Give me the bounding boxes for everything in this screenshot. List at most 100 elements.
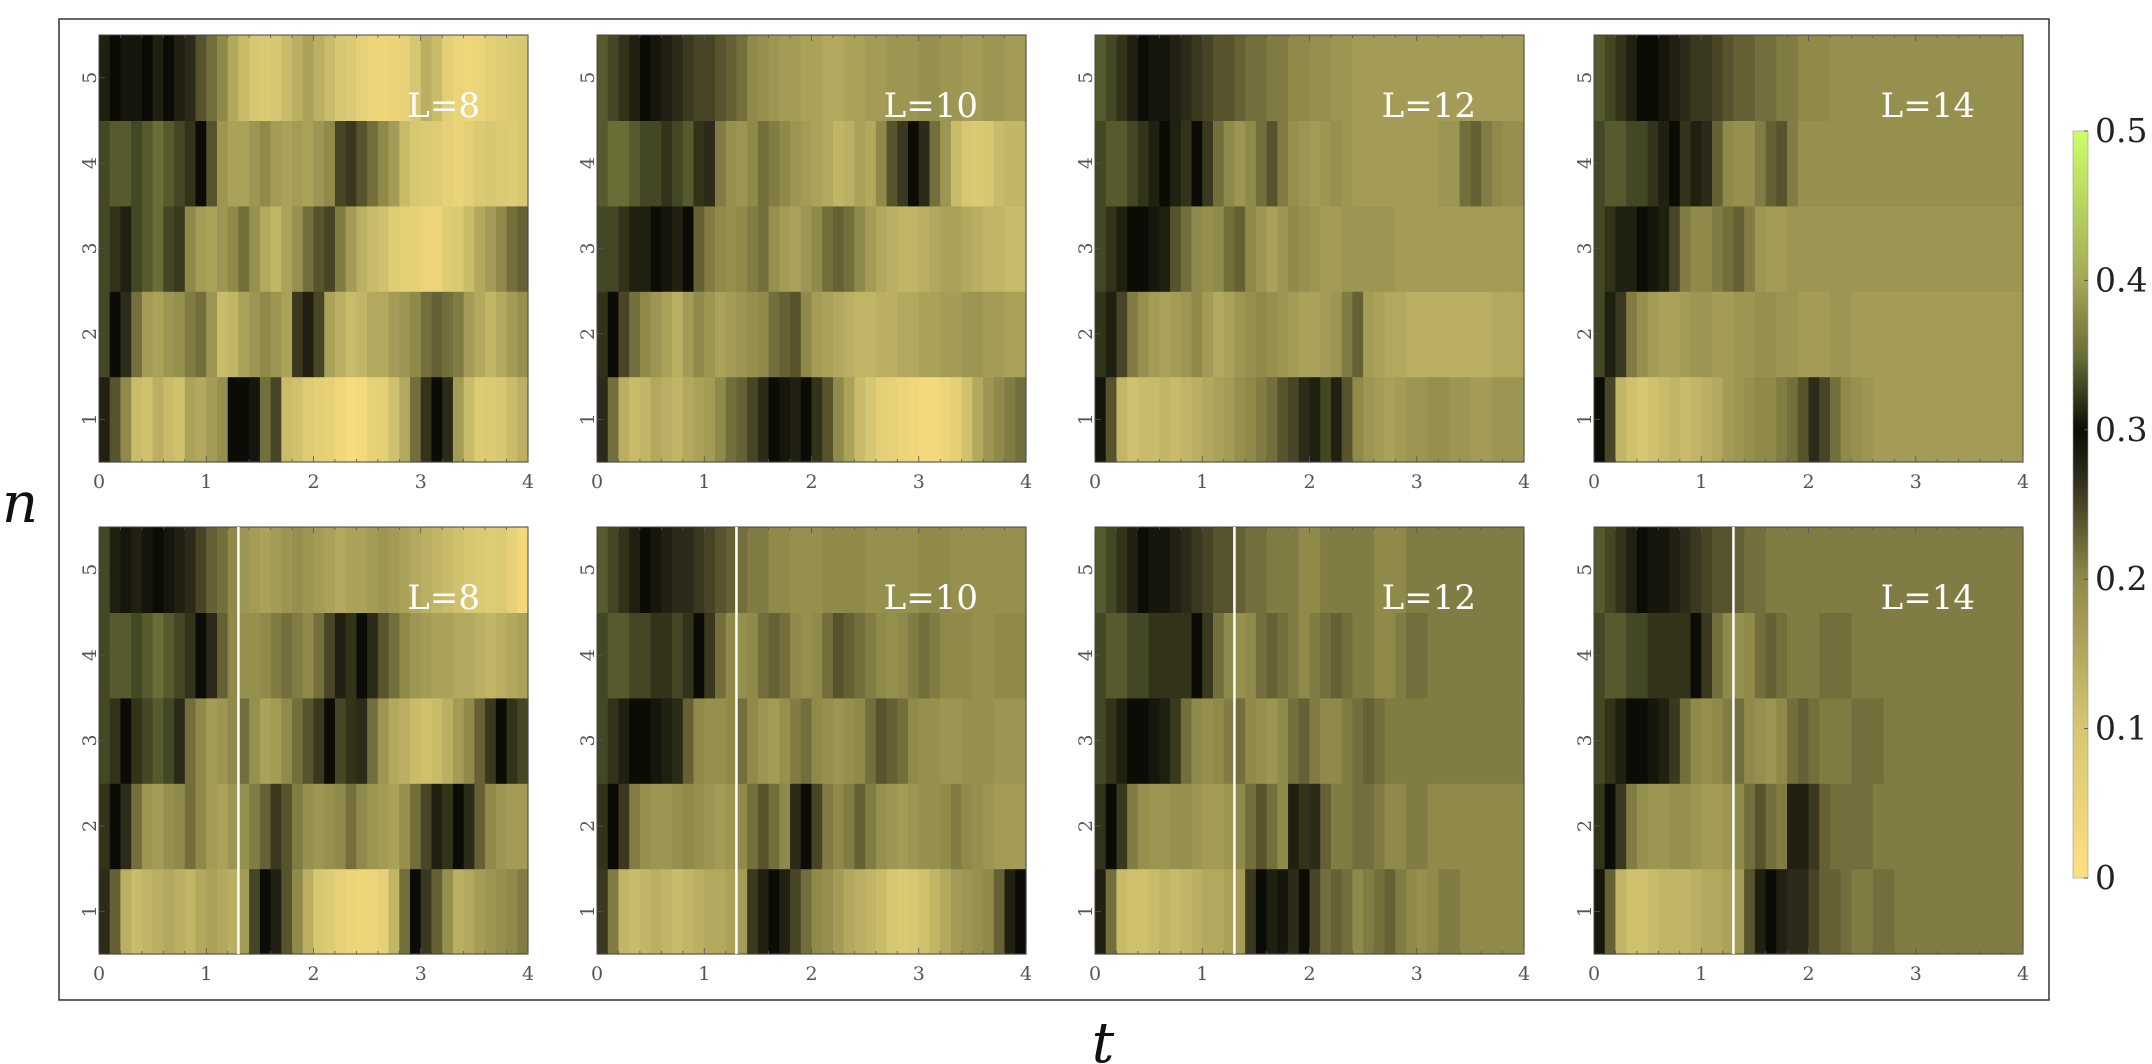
heatmap-cell xyxy=(811,527,823,613)
heatmap-cell xyxy=(184,868,197,955)
heatmap-cell xyxy=(682,868,695,955)
heatmap-cell xyxy=(1015,697,1027,784)
heatmap-cell xyxy=(661,783,673,870)
heatmap-cell xyxy=(2001,376,2013,463)
heatmap-cell xyxy=(270,612,282,699)
heatmap-cell xyxy=(1851,783,1863,870)
heatmap-cell xyxy=(1937,205,1949,292)
y-tick-label: 4 xyxy=(577,649,599,661)
heatmap-cell xyxy=(886,697,898,784)
heatmap-cell xyxy=(1298,527,1311,613)
heatmap-cell xyxy=(184,376,197,463)
heatmap-cell xyxy=(388,612,400,699)
heatmap-cell xyxy=(993,376,1006,463)
heatmap-cell xyxy=(972,35,984,121)
heatmap-cell xyxy=(1438,783,1450,870)
heatmap-cell xyxy=(1416,35,1429,121)
heatmap-cell xyxy=(1647,783,1659,870)
heatmap-cell xyxy=(1744,120,1756,207)
heatmap-cell xyxy=(1502,612,1514,699)
heatmap-cell xyxy=(1883,205,1895,292)
heatmap-cell xyxy=(1701,612,1713,699)
heatmap-cell xyxy=(1872,376,1885,463)
heatmap-cell xyxy=(1840,120,1852,207)
heatmap-cell xyxy=(1797,783,1810,870)
x-tick-label: 0 xyxy=(1089,471,1101,493)
heatmap-cell xyxy=(1116,527,1128,613)
heatmap-cell xyxy=(1137,376,1150,463)
x-tick-label: 1 xyxy=(200,471,212,493)
heatmap-cell xyxy=(1776,783,1788,870)
heatmap-cell xyxy=(1202,376,1214,463)
heatmap-cell xyxy=(961,783,973,870)
y-tick-label: 1 xyxy=(1075,413,1097,425)
heatmap-cell xyxy=(714,291,727,378)
heatmap-cell xyxy=(1320,697,1332,784)
heatmap-cell xyxy=(474,868,486,955)
heatmap-cell xyxy=(972,868,984,955)
heatmap-cell xyxy=(259,376,272,463)
heatmap-cell xyxy=(292,697,304,784)
heatmap-cell xyxy=(704,120,716,207)
heatmap-cell xyxy=(1223,868,1236,955)
heatmap-cell xyxy=(1829,527,1842,613)
heatmap-cell xyxy=(1744,612,1756,699)
heatmap-cell xyxy=(1711,868,1724,955)
heatmap-cell xyxy=(1298,376,1311,463)
heatmap-cell xyxy=(1776,35,1788,121)
heatmap-cell xyxy=(811,35,823,121)
heatmap-cell xyxy=(714,205,727,292)
y-tick-label: 2 xyxy=(1075,820,1097,832)
heatmap-cell xyxy=(908,35,920,121)
heatmap-cell xyxy=(1416,697,1429,784)
heatmap-cell xyxy=(854,783,866,870)
heatmap-cell xyxy=(174,612,186,699)
heatmap-cell xyxy=(1669,868,1681,955)
heatmap-cell xyxy=(1958,120,1970,207)
heatmap-cell xyxy=(865,35,877,121)
heatmap-cell xyxy=(629,697,641,784)
heatmap-cell xyxy=(929,120,941,207)
heatmap-cell xyxy=(1448,527,1461,613)
heatmap-cell xyxy=(1894,120,1906,207)
heatmap-cell xyxy=(1829,868,1842,955)
heatmap-cell xyxy=(1872,205,1885,292)
heatmap-cell xyxy=(1373,376,1386,463)
heatmap-cell xyxy=(1384,205,1396,292)
heatmap-cell xyxy=(736,376,748,463)
heatmap-cell xyxy=(1658,205,1670,292)
heatmap-cell xyxy=(249,783,261,870)
heatmap-cell xyxy=(1513,612,1525,699)
heatmap-cell xyxy=(950,291,963,378)
heatmap-cell xyxy=(399,527,411,613)
heatmap-cell xyxy=(345,35,357,121)
heatmap-cell xyxy=(517,527,529,613)
heatmap-cell xyxy=(1615,205,1627,292)
heatmap-cell xyxy=(1341,868,1353,955)
heatmap-cell xyxy=(474,376,486,463)
heatmap-cell xyxy=(725,35,738,121)
heatmap-cell xyxy=(1255,291,1268,378)
heatmap-cell xyxy=(506,291,518,378)
heatmap-cell xyxy=(1701,527,1713,613)
heatmap-cell xyxy=(1416,527,1429,613)
heatmap-cell xyxy=(768,291,780,378)
heatmap-cell xyxy=(1373,527,1386,613)
heatmap-cell xyxy=(757,291,770,378)
heatmap-cell xyxy=(1202,35,1214,121)
heatmap-cell xyxy=(442,783,454,870)
heatmap-cell xyxy=(607,120,620,207)
heatmap-cell xyxy=(1159,612,1171,699)
heatmap-cell xyxy=(1298,35,1311,121)
heatmap-cell xyxy=(1137,291,1150,378)
heatmap-cell xyxy=(639,205,652,292)
x-tick-label: 1 xyxy=(698,963,710,985)
heatmap-cell xyxy=(1502,868,1514,955)
heatmap-cell xyxy=(618,783,630,870)
heatmap-cell xyxy=(1502,291,1514,378)
heatmap-cell xyxy=(506,120,518,207)
heatmap-cell xyxy=(281,205,293,292)
heatmap-cell xyxy=(1277,205,1289,292)
heatmap-cell xyxy=(1604,291,1617,378)
heatmap-cell xyxy=(618,527,630,613)
